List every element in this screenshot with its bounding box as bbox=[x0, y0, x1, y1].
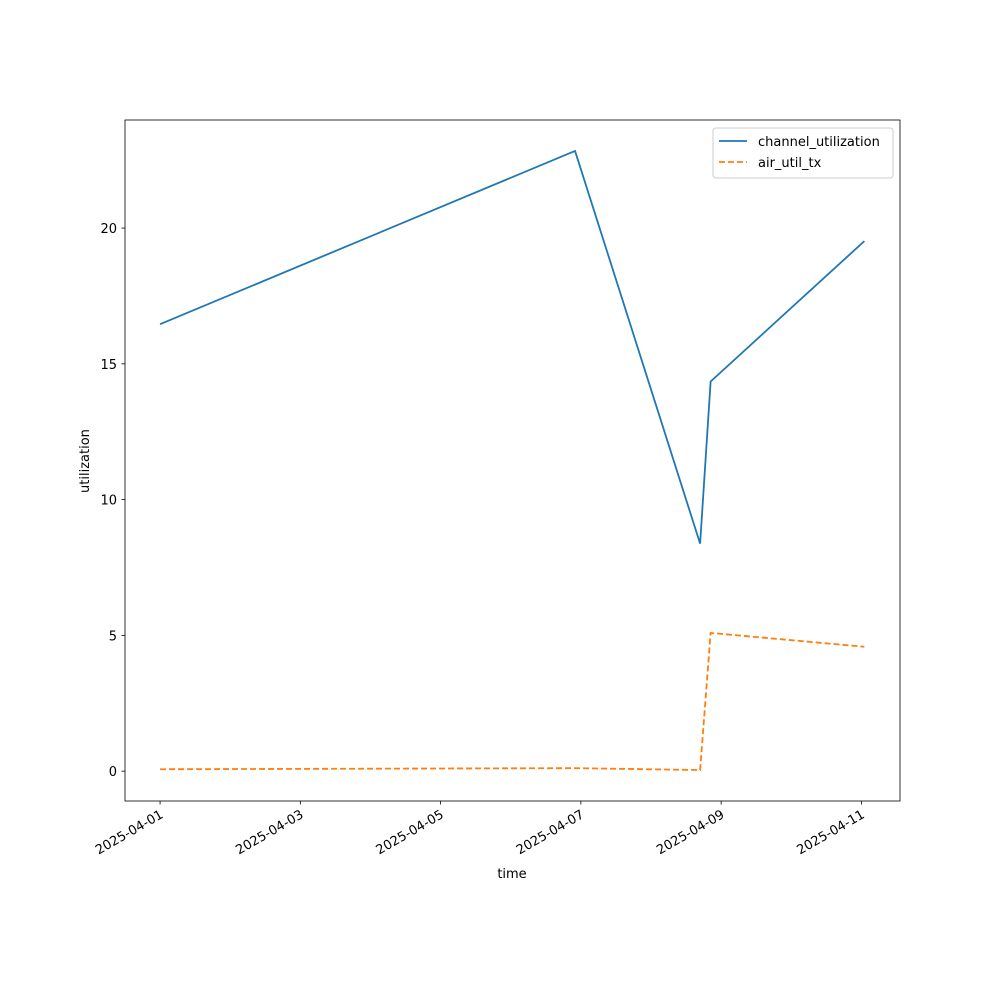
y-tick-label: 15 bbox=[100, 358, 117, 373]
plot-frame bbox=[124, 119, 901, 802]
legend-label: air_util_tx bbox=[758, 156, 822, 171]
y-tick-label: 0 bbox=[109, 765, 117, 780]
legend-box bbox=[712, 127, 894, 179]
y-axis-label: utilization bbox=[78, 429, 93, 493]
y-tick-label: 5 bbox=[109, 629, 117, 644]
legend-label: channel_utilization bbox=[758, 135, 880, 150]
x-axis-label: time bbox=[497, 867, 526, 882]
y-tick-label: 20 bbox=[100, 222, 117, 237]
series-line bbox=[159, 149, 865, 544]
y-tick-label: 10 bbox=[100, 494, 117, 509]
series-line bbox=[160, 631, 865, 771]
